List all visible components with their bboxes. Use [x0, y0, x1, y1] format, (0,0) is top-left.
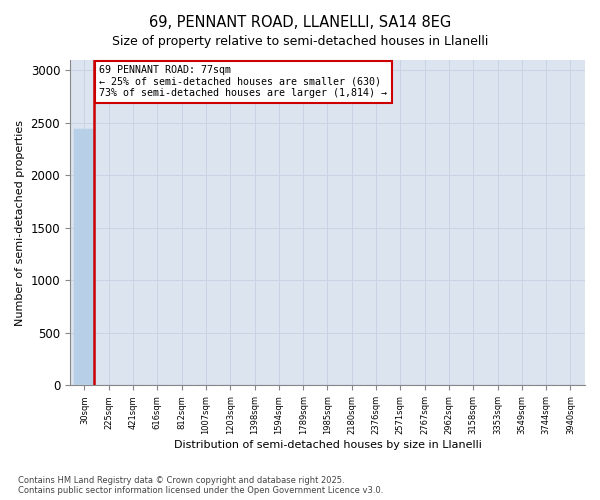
Y-axis label: Number of semi-detached properties: Number of semi-detached properties	[15, 120, 25, 326]
Text: Size of property relative to semi-detached houses in Llanelli: Size of property relative to semi-detach…	[112, 35, 488, 48]
Text: 69 PENNANT ROAD: 77sqm
← 25% of semi-detached houses are smaller (630)
73% of se: 69 PENNANT ROAD: 77sqm ← 25% of semi-det…	[99, 65, 387, 98]
X-axis label: Distribution of semi-detached houses by size in Llanelli: Distribution of semi-detached houses by …	[173, 440, 481, 450]
Text: Contains HM Land Registry data © Crown copyright and database right 2025.
Contai: Contains HM Land Registry data © Crown c…	[18, 476, 383, 495]
Text: 69, PENNANT ROAD, LLANELLI, SA14 8EG: 69, PENNANT ROAD, LLANELLI, SA14 8EG	[149, 15, 451, 30]
Bar	[74, 129, 95, 386]
